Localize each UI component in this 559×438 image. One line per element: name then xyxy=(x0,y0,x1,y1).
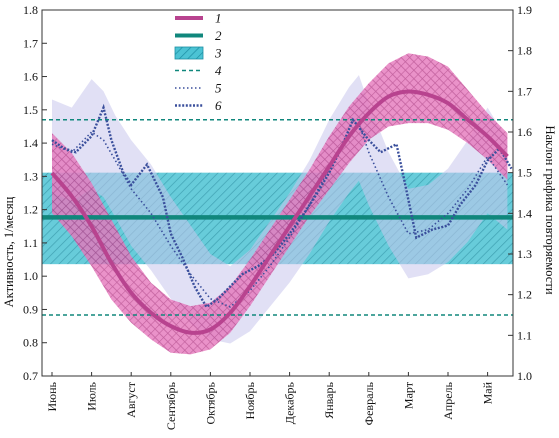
series-1-band xyxy=(52,53,508,355)
legend-label-6: 6 xyxy=(215,98,222,113)
x-tick-label: Октябрь xyxy=(203,381,217,424)
y-left-tick-label: 1.8 xyxy=(23,3,38,17)
y-right-tick-label: 1.8 xyxy=(517,44,532,58)
y-left-tick-label: 0.7 xyxy=(23,369,38,383)
y-right-tick-label: 1.1 xyxy=(517,328,532,342)
axes-frame: 0.7 0.8 0.9 1.0 1.1 1.2 1.3 1.4 1.5 1.6 1.7 1.8 1.0 1… xyxy=(23,3,532,430)
y-right-tick-label: 1.9 xyxy=(517,3,532,17)
y-axis-left-title: Активность, 1/месяц xyxy=(2,196,16,307)
plot-frame xyxy=(41,9,514,377)
y-right-tick-label: 1.4 xyxy=(517,206,532,220)
y-right-tick-label: 1.2 xyxy=(517,288,532,302)
y-right-tick-label: 1.0 xyxy=(517,369,532,383)
legend-label-1: 1 xyxy=(215,11,222,26)
y-axis-right-title: Наклон графика повторяемости xyxy=(543,125,557,294)
y-left-tick-label: 1.5 xyxy=(23,103,38,117)
y-left-tick-label: 1.1 xyxy=(23,236,38,250)
y-left-tick-label: 0.8 xyxy=(23,336,38,350)
legend-label-5: 5 xyxy=(215,81,222,96)
x-tick-label: Январь xyxy=(322,381,336,418)
y-left-tick-label: 1.3 xyxy=(23,169,38,183)
x-tick-label: Июнь xyxy=(45,381,59,411)
series-6-line xyxy=(51,103,513,309)
x-tick-label: Май xyxy=(481,381,495,404)
legend: 1 2 3 4 5 6 xyxy=(174,11,222,113)
legend-label-3: 3 xyxy=(214,46,222,61)
x-tick-label: Март xyxy=(401,381,415,409)
x-tick-label: Сентябрь xyxy=(164,381,178,430)
x-tick-label: Декабрь xyxy=(283,381,297,424)
series-1-line xyxy=(50,89,509,335)
y-left-tick-label: 1.6 xyxy=(23,70,38,84)
y-right-tick-label: 1.6 xyxy=(517,125,532,139)
y-left-tick-label: 1.2 xyxy=(23,203,38,217)
y-left-tick-label: 0.9 xyxy=(23,302,38,316)
x-tick-label: Апрель xyxy=(441,381,455,419)
x-tick-label: Июль xyxy=(85,381,99,410)
legend-label-2: 2 xyxy=(215,28,222,43)
plot-area xyxy=(42,53,513,355)
legend-label-4: 4 xyxy=(215,63,222,78)
x-tick-label: Ноябрь xyxy=(243,381,257,419)
x-tick-label: Февраль xyxy=(362,381,376,425)
y-right-tick-label: 1.5 xyxy=(517,166,532,180)
y-right-tick-label: 1.3 xyxy=(517,247,532,261)
y-right-tick-label: 1.7 xyxy=(517,84,532,98)
x-tick-label: Август xyxy=(124,381,138,418)
series-5-line xyxy=(51,122,509,308)
y-left-tick-label: 1.0 xyxy=(23,269,38,283)
y-left-tick-label: 1.7 xyxy=(23,36,38,50)
series-5-band xyxy=(52,75,508,344)
legend-swatch-3 xyxy=(174,46,204,60)
y-left-tick-label: 1.4 xyxy=(23,136,38,150)
